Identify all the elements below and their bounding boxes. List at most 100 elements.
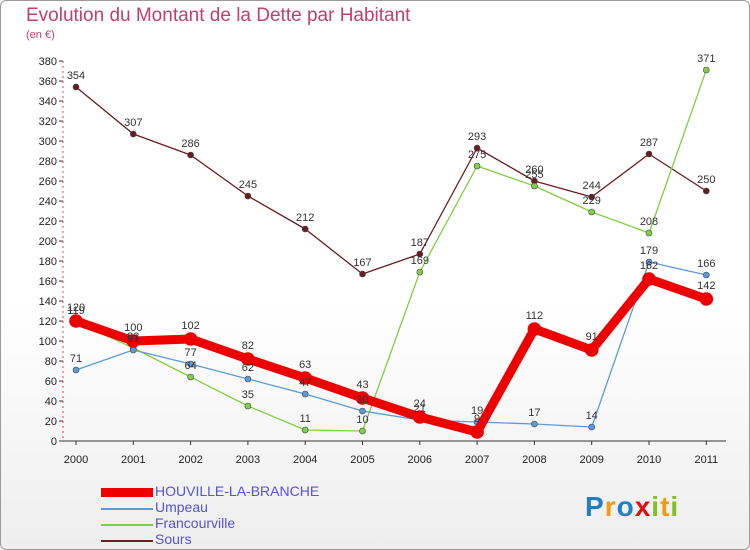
y-tick-label: 120 — [39, 316, 57, 328]
data-label: 21 — [414, 403, 426, 415]
data-label: 63 — [299, 359, 311, 371]
data-point — [588, 423, 596, 431]
data-label: 287 — [640, 137, 658, 149]
data-label: 77 — [184, 347, 196, 359]
legend-swatch — [101, 508, 153, 510]
y-tick-label: 300 — [39, 136, 57, 148]
y-tick-label: 240 — [39, 196, 57, 208]
x-tick-label: 2000 — [64, 454, 88, 466]
logo-letter: t — [660, 491, 671, 522]
x-tick-label: 2009 — [579, 454, 603, 466]
chart-axes: 0 20 40 60 80 100 120 140 160 180 200 220 240 260 280 3… — [39, 56, 726, 466]
data-label: 17 — [528, 407, 540, 419]
legend-item: Umpeau — [101, 499, 401, 517]
data-label: 179 — [640, 245, 658, 257]
logo-letter: i — [670, 491, 680, 522]
data-point — [359, 270, 366, 278]
data-label: 167 — [353, 257, 371, 269]
data-point — [244, 375, 252, 383]
data-point — [416, 268, 424, 276]
data-label: 260 — [525, 164, 543, 176]
data-label: 93 — [127, 331, 139, 343]
data-point — [130, 346, 137, 354]
y-tick-label: 140 — [39, 296, 57, 308]
data-label: 354 — [67, 70, 85, 82]
y-tick-label: 80 — [45, 356, 57, 368]
data-label: 82 — [242, 340, 254, 352]
legend-label: Sours — [155, 531, 192, 547]
data-label: 187 — [411, 237, 429, 249]
data-point — [69, 314, 83, 328]
series-line-3 — [75, 86, 707, 275]
data-label: 169 — [411, 255, 429, 267]
legend-label: Umpeau — [155, 499, 208, 515]
logo-letter: o — [616, 491, 635, 522]
data-label: 19 — [471, 405, 483, 417]
series-line-1 — [75, 261, 707, 428]
data-point — [412, 410, 427, 424]
chart-title: Evolution du Montant de la Dette par Hab… — [26, 5, 411, 26]
data-point — [187, 373, 194, 381]
data-point — [416, 250, 424, 258]
y-tick-label: 320 — [39, 116, 57, 128]
legend-swatch — [101, 540, 153, 542]
y-tick-label: 40 — [45, 396, 57, 408]
data-label: 229 — [583, 195, 601, 207]
y-tick-label: 380 — [39, 56, 57, 68]
y-tick-label: 20 — [45, 416, 57, 428]
x-tick-label: 2002 — [178, 454, 202, 466]
data-point — [244, 192, 252, 200]
data-label: 120 — [67, 302, 85, 314]
y-tick-label: 160 — [39, 276, 57, 288]
legend-swatch — [101, 488, 153, 497]
data-point — [241, 352, 255, 366]
data-label: 275 — [468, 149, 486, 161]
data-point — [72, 83, 80, 91]
x-tick-label: 2001 — [121, 454, 145, 466]
y-tick-label: 260 — [39, 176, 57, 188]
data-point — [642, 272, 656, 286]
x-tick-label: 2010 — [637, 454, 661, 466]
data-label: 212 — [296, 212, 314, 224]
logo-letter: x — [634, 491, 652, 522]
y-tick-label: 180 — [39, 256, 57, 268]
data-point — [473, 144, 481, 152]
data-label: 208 — [640, 216, 658, 228]
legend-label: Francourville — [155, 515, 236, 531]
data-label: 112 — [526, 310, 544, 322]
data-label: 293 — [468, 131, 486, 143]
data-label: 102 — [181, 320, 199, 332]
data-point — [72, 366, 80, 374]
data-point — [588, 208, 596, 216]
legend-item: Sours — [101, 531, 401, 549]
data-point — [702, 271, 710, 279]
legend: HOUVILLE-LA-BRANCHE Umpeau Francourville So… — [101, 483, 401, 549]
data-point — [359, 407, 366, 415]
logo-letter: i — [651, 491, 661, 522]
data-point — [359, 427, 366, 435]
data-point — [470, 425, 484, 439]
data-point — [187, 151, 194, 159]
data-point — [702, 187, 710, 195]
y-tick-label: 0 — [51, 436, 57, 448]
data-point — [301, 225, 309, 233]
data-label: 91 — [586, 331, 598, 343]
data-label: 166 — [697, 258, 715, 270]
data-label: 307 — [124, 117, 142, 129]
y-tick-label: 200 — [39, 236, 57, 248]
data-point — [126, 334, 141, 348]
data-label: 250 — [697, 174, 715, 186]
series-line-2 — [75, 69, 707, 432]
data-label: 244 — [583, 180, 601, 192]
series-labels: 3543072862452121671872932602442872501199… — [67, 53, 716, 426]
data-point — [531, 182, 538, 190]
data-label: 9 — [474, 413, 480, 425]
x-tick-label: 2008 — [522, 454, 546, 466]
data-label: 30 — [356, 394, 368, 406]
x-tick-label: 2005 — [350, 454, 374, 466]
x-tick-label: 2006 — [408, 454, 432, 466]
logo-letter: r — [604, 491, 617, 522]
data-label: 62 — [242, 362, 254, 374]
data-label: 14 — [586, 410, 598, 422]
x-tick-label: 2003 — [236, 454, 260, 466]
